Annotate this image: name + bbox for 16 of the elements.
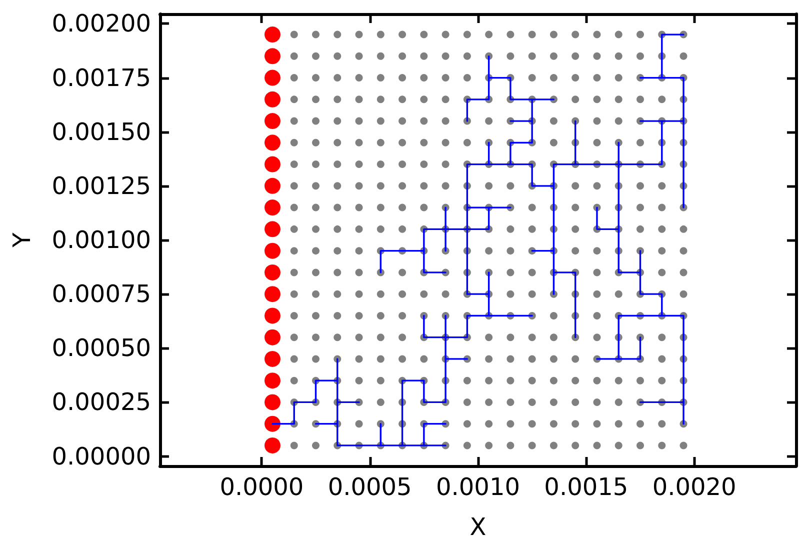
x-axis-title: X	[470, 513, 486, 541]
x-tick-label: 0.0010	[436, 473, 520, 501]
y-tick-label: 0.00075	[52, 280, 151, 308]
y-tick-label: 0.00100	[52, 226, 151, 254]
y-tick-label: 0.00200	[52, 10, 151, 38]
x-tick-label: 0.0015	[544, 473, 628, 501]
y-tick-label: 0.00050	[52, 334, 151, 362]
y-tick-label: 0.00025	[52, 388, 151, 416]
y-tick-label: 0.00000	[52, 442, 151, 470]
y-tick-label: 0.00175	[52, 64, 151, 92]
y-axis-title: Y	[8, 232, 36, 248]
y-tick-label: 0.00125	[52, 172, 151, 200]
y-tick-label: 0.00150	[52, 118, 151, 146]
x-tick-label: 0.0020	[652, 473, 736, 501]
x-tick-label: 0.0000	[220, 473, 304, 501]
x-tick-label: 0.0005	[328, 473, 412, 501]
